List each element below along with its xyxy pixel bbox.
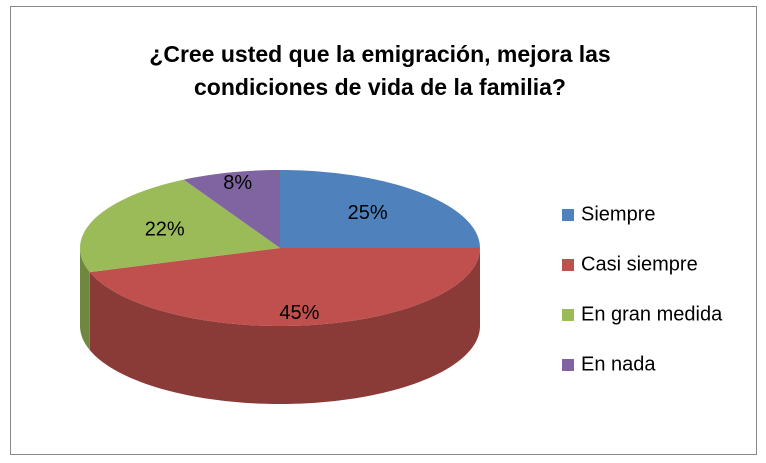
- legend-swatch: [562, 259, 574, 271]
- legend-swatch: [562, 209, 574, 221]
- pie-slice-side: [80, 248, 90, 351]
- chart-title: ¿Cree usted que la emigración, mejora la…: [149, 41, 611, 100]
- pie-slice: [280, 170, 480, 248]
- data-label: 8%: [223, 172, 252, 194]
- pie-slice-top: [80, 179, 281, 273]
- pie-slice: [183, 170, 280, 248]
- legend-label: Casi siempre: [581, 253, 698, 275]
- pie-slice-top: [183, 170, 280, 248]
- pie-slice: [89, 248, 480, 404]
- legend-label: En gran medida: [581, 303, 723, 325]
- legend-label: Siempre: [581, 203, 655, 225]
- legend-swatch: [562, 359, 574, 371]
- data-label: 45%: [279, 302, 319, 324]
- data-label: 25%: [348, 202, 388, 224]
- legend-swatch: [562, 309, 574, 321]
- pie-slice-top: [89, 248, 480, 326]
- pie-slice-top: [280, 170, 480, 248]
- pie-slice: [80, 179, 281, 351]
- pie-slice-side: [89, 248, 480, 404]
- legend-label: En nada: [581, 353, 656, 375]
- data-label: 22%: [145, 218, 185, 240]
